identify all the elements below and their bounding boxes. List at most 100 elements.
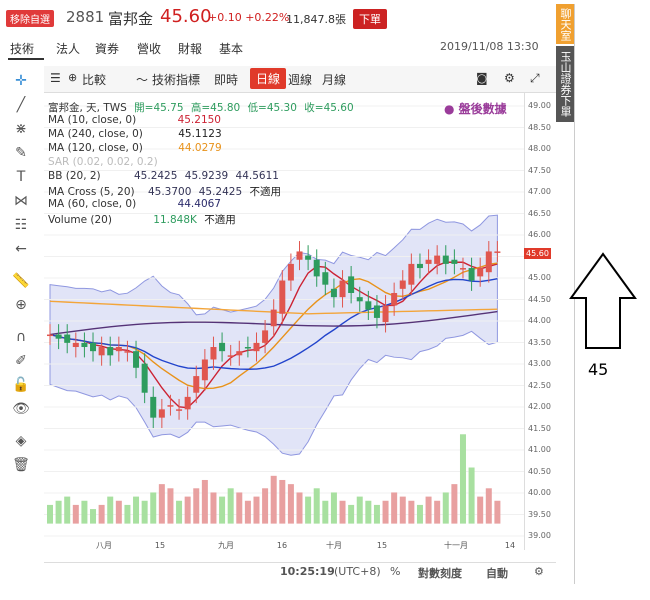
volume-bar xyxy=(90,509,97,524)
candle-body xyxy=(90,342,97,352)
chatroom-tab[interactable]: 聊天室 xyxy=(556,4,574,44)
data-datetime: 2019/11/08 13:30 xyxy=(440,40,539,53)
candle-body xyxy=(356,297,363,302)
remove-favorite-button[interactable]: 移除自選 xyxy=(6,10,54,27)
volume-bar xyxy=(313,488,320,524)
tab-margin[interactable]: 資券 xyxy=(95,42,120,56)
candle-body xyxy=(305,255,312,260)
legend-bb-value2: 45.9239 xyxy=(184,170,229,182)
candle-body xyxy=(459,268,466,270)
eye-icon[interactable]: 👁 xyxy=(12,401,30,417)
clock-time: 10:25:19 xyxy=(280,565,335,578)
volume-bar xyxy=(219,496,226,524)
magnet-icon[interactable]: ∩ xyxy=(15,329,27,345)
legend-sar: SAR (0.02, 0.02, 0.2) xyxy=(48,156,162,168)
volume-bar xyxy=(72,504,79,524)
volume-bar xyxy=(416,504,423,524)
volume-bar xyxy=(158,484,165,524)
menu-icon[interactable]: ☰ xyxy=(50,71,61,85)
after-hours-data-link[interactable]: ● 盤後數據 xyxy=(444,102,507,116)
volume-bar xyxy=(253,496,260,524)
last-price-tag: 45.60 xyxy=(524,248,551,259)
tab-revenue[interactable]: 營收 xyxy=(137,42,162,56)
weekly-button[interactable]: 週線 xyxy=(288,73,313,87)
trendline-icon[interactable]: ╱ xyxy=(16,97,26,113)
legend-ma60-label: MA (60, close, 0) xyxy=(48,198,137,210)
crosshair-icon[interactable]: ✛ xyxy=(15,73,27,89)
volume-bar xyxy=(98,504,105,524)
ruler-icon[interactable]: 📏 xyxy=(12,273,30,289)
broker-order-tab[interactable]: 玉山證券下單 xyxy=(556,46,574,122)
text-icon[interactable]: T xyxy=(16,169,26,185)
y-tick-label: 44.00 xyxy=(528,316,551,325)
fork-icon[interactable]: ⋇ xyxy=(15,121,27,137)
candle-body xyxy=(219,342,226,352)
legend-bb-label: BB (20, 2) xyxy=(48,170,101,182)
order-button[interactable]: 下單 xyxy=(353,9,387,29)
y-tick-label: 47.50 xyxy=(528,165,551,175)
drawing-toolbar: ✛ ╱ ⋇ ✎ T ⋈ ☷ ← 📏 ⊕ ∩ ✐ 🔓 👁 ◈ 🗑 xyxy=(4,68,38,488)
auto-scale-toggle[interactable]: 自動 xyxy=(486,567,508,580)
y-tick-label: 43.00 xyxy=(528,359,551,368)
y-tick-label: 46.00 xyxy=(528,230,551,239)
legend-macross-value1: 45.3700 xyxy=(147,186,192,198)
price-chart[interactable]: 八月 15 九月 16 十月 15 十一月 14 xyxy=(44,92,524,550)
legend-open: 開=45.75 xyxy=(134,102,184,114)
tab-basic[interactable]: 基本 xyxy=(219,42,244,56)
compare-button[interactable]: 比較 xyxy=(82,73,107,87)
unlock-icon[interactable]: 🔓 xyxy=(12,377,30,393)
legend-volume-value2: 不適用 xyxy=(204,214,236,226)
tab-technical[interactable]: 技術 xyxy=(10,42,35,56)
candle-body xyxy=(442,255,449,264)
volume-bar xyxy=(477,496,484,524)
y-tick-label: 42.00 xyxy=(528,402,551,411)
log-scale-toggle[interactable]: 對數刻度 xyxy=(418,567,462,580)
x-tick-label: 14 xyxy=(505,541,515,550)
up-arrow-icon xyxy=(569,252,637,349)
volume-bar xyxy=(442,492,449,524)
indicator-icon[interactable]: 〜 xyxy=(136,73,149,87)
volume-bar xyxy=(408,500,415,524)
settings-icon[interactable]: ⚙ xyxy=(534,565,544,578)
zoom-in-icon[interactable]: ⊕ xyxy=(15,297,27,313)
volume-bar xyxy=(176,500,183,524)
gear-icon[interactable]: ⚙ xyxy=(504,71,515,85)
tab-financials[interactable]: 財報 xyxy=(178,42,203,56)
pencil-lock-icon[interactable]: ✐ xyxy=(15,353,27,369)
realtime-button[interactable]: 即時 xyxy=(214,73,239,87)
tab-institutional[interactable]: 法人 xyxy=(56,42,81,56)
volume-bar xyxy=(150,492,157,524)
legend-volume: Volume (20) 11.848K 不適用 xyxy=(48,212,240,227)
legend-macross-value3: 不適用 xyxy=(249,186,282,198)
trash-icon[interactable]: 🗑 xyxy=(12,457,30,473)
legend-ma10-label: MA (10, close, 0) xyxy=(48,114,137,126)
volume-bar xyxy=(485,488,492,524)
timezone[interactable]: (UTC+8) xyxy=(334,565,381,578)
candle-body xyxy=(107,347,114,356)
active-tab-indicator xyxy=(8,58,44,60)
volume-bar xyxy=(279,479,286,524)
compare-icon[interactable]: ⊕ xyxy=(68,71,78,84)
brush-icon[interactable]: ✎ xyxy=(15,145,27,161)
monthly-button[interactable]: 月線 xyxy=(322,73,347,87)
pattern-icon[interactable]: ⋈ xyxy=(14,193,28,209)
back-arrow-icon[interactable]: ← xyxy=(15,241,27,257)
camera-icon[interactable]: ◙ xyxy=(476,71,488,85)
candle-body xyxy=(365,301,372,310)
price-axis[interactable]: 49.0048.5048.0047.5047.0046.5046.0045.50… xyxy=(524,92,555,550)
stock-price: 45.60 xyxy=(160,6,212,27)
candle-body xyxy=(468,268,475,281)
candle-body xyxy=(425,259,432,264)
candle-body xyxy=(98,347,105,356)
layers-icon[interactable]: ◈ xyxy=(15,433,27,449)
volume-bar xyxy=(107,496,114,524)
volume-bar xyxy=(494,500,501,524)
percent-toggle[interactable]: % xyxy=(390,565,401,578)
fullscreen-icon[interactable]: ⤢ xyxy=(530,71,540,85)
daily-button[interactable]: 日線 xyxy=(250,68,287,89)
candle-body xyxy=(391,292,398,306)
indicators-button[interactable]: 技術指標 xyxy=(152,73,201,87)
fib-icon[interactable]: ☷ xyxy=(14,217,28,233)
legend-high: 高=45.80 xyxy=(190,102,241,114)
candle-body xyxy=(399,280,406,289)
